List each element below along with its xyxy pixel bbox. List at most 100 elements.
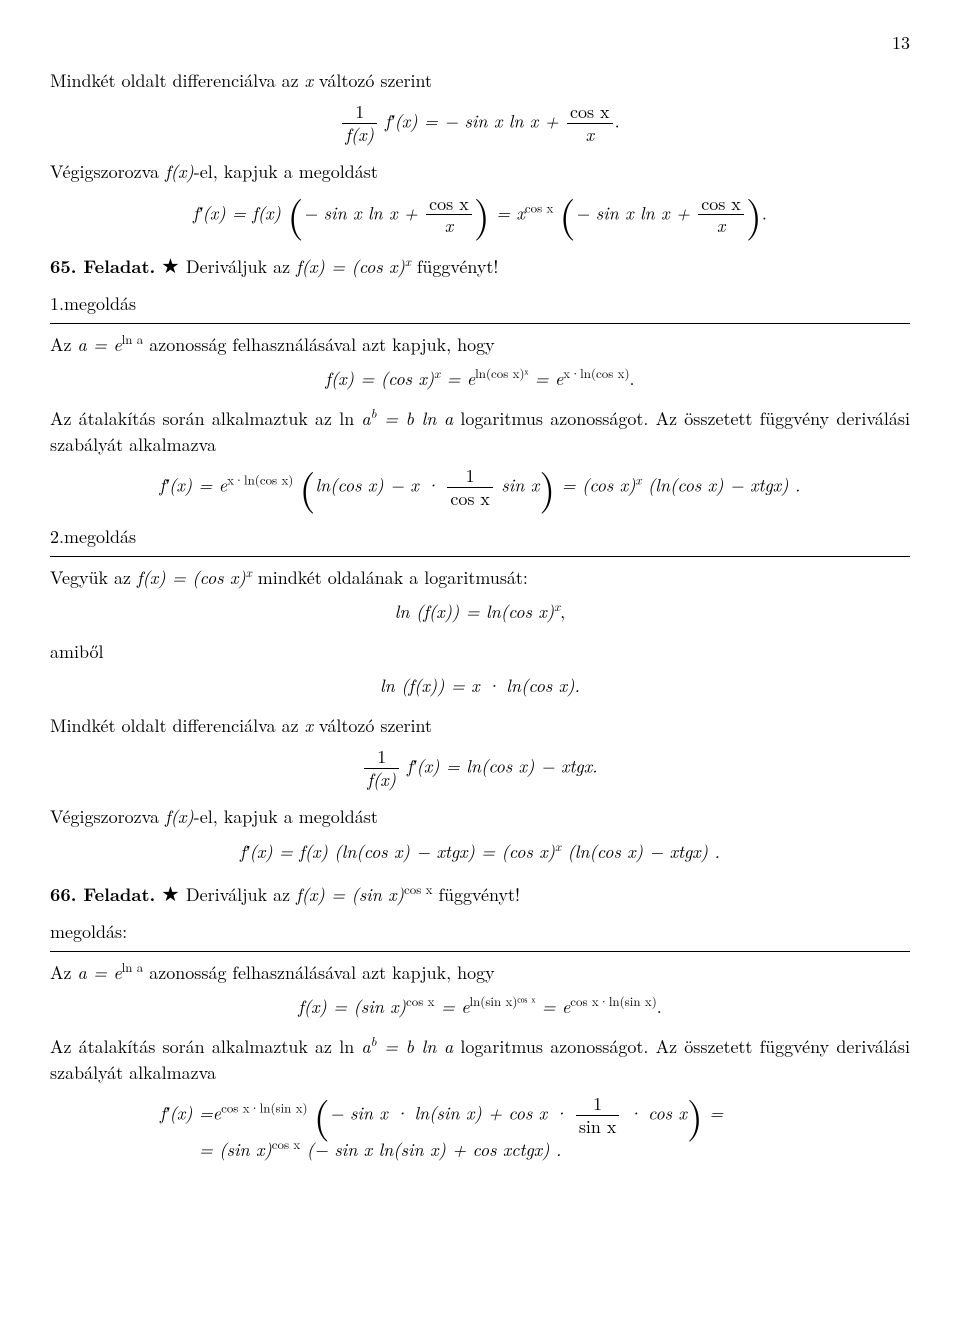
paragraph-3: Az a = eln a azonosság felhasználásával … bbox=[50, 332, 910, 358]
inner: − sin x ln x + bbox=[576, 200, 697, 225]
fx: f(x) = (sin x) bbox=[296, 882, 404, 907]
feladat-66: 66. Feladat. ★ Deriváljuk az f(x) = (sin… bbox=[50, 879, 910, 909]
solution-1-label: 1.megoldás bbox=[50, 291, 910, 317]
sup: cos x·ln(sin x) bbox=[570, 991, 657, 1010]
inner: − sin x · ln(sin x) + cos x · bbox=[330, 1101, 574, 1126]
mid: = b ln a bbox=[377, 1034, 454, 1059]
text: függvényt! bbox=[411, 254, 499, 279]
fx: f(x) bbox=[165, 159, 194, 184]
text: Az bbox=[50, 332, 78, 357]
text: függvényt! bbox=[432, 882, 520, 907]
equation-3: f(x) = (cos x)x = eln(cos x)ˣ = ex·ln(co… bbox=[50, 366, 910, 392]
sup: ln a bbox=[122, 957, 144, 976]
a: a bbox=[361, 1034, 370, 1059]
denominator: x bbox=[698, 215, 744, 237]
lhs: f′(x) = e bbox=[160, 473, 228, 498]
denominator: x bbox=[567, 124, 613, 146]
sup: cos x bbox=[404, 879, 432, 898]
feladat-65: 65. Feladat. ★ Deriváljuk az f(x) = (cos… bbox=[50, 251, 910, 281]
solution-label: megoldás: bbox=[50, 919, 910, 945]
a: f(x) = (cos x) bbox=[325, 366, 434, 391]
sup: cos x bbox=[406, 991, 434, 1010]
divider bbox=[50, 556, 910, 557]
end: (ln(cos x) − xtgx) . bbox=[641, 473, 800, 498]
text: mindkét oldalának a logaritmusát: bbox=[252, 565, 528, 590]
denominator: sin x bbox=[576, 1116, 620, 1138]
text: Az átalakítás során alkalmaztuk az ln bbox=[50, 406, 361, 431]
fx: f(x) = (cos x) bbox=[137, 565, 246, 590]
after: sin x bbox=[495, 473, 539, 498]
text: Mindkét oldalt differenciálva az bbox=[50, 713, 305, 738]
numerator: cos x bbox=[567, 102, 613, 124]
c: = e bbox=[528, 366, 563, 391]
numerator: 1 bbox=[364, 747, 399, 769]
numerator: 1 bbox=[576, 1094, 620, 1116]
dot: . bbox=[762, 200, 767, 225]
paragraph-2: Végigszorozva f(x)-el, kapjuk a megoldás… bbox=[50, 159, 910, 185]
text: Végigszorozva bbox=[50, 804, 165, 829]
sup: cos x bbox=[525, 197, 553, 216]
b: (ln(cos x) − xtgx) . bbox=[561, 839, 720, 864]
end: , bbox=[560, 599, 565, 624]
rhs: = (cos x) bbox=[555, 473, 635, 498]
denominator: cos x bbox=[447, 488, 493, 510]
equation-1: 1f(x) f′(x) = − sin x ln x + cos xx. bbox=[50, 102, 910, 145]
text: Deriváljuk az bbox=[180, 254, 296, 279]
text: Az átalakítás során alkalmaztuk az ln bbox=[50, 1034, 361, 1059]
line2b: (− sin x ln(sin x) + cos xctgx) . bbox=[300, 1137, 561, 1162]
paragraph-4: Az átalakítás során alkalmaztuk az ln ab… bbox=[50, 406, 910, 458]
fx: f(x) = (cos x) bbox=[296, 254, 405, 279]
divider bbox=[50, 951, 910, 952]
denominator: f(x) bbox=[342, 124, 377, 146]
inner: − sin x ln x + bbox=[303, 200, 424, 225]
dot: . bbox=[657, 994, 662, 1019]
numerator: cos x bbox=[698, 194, 744, 216]
expression: f′(x) = − sin x ln x + bbox=[385, 109, 565, 134]
sup: ln a bbox=[122, 329, 144, 348]
dot: . bbox=[630, 366, 635, 391]
fx: f(x) bbox=[165, 804, 194, 829]
sup: cos x·ln(sin x) bbox=[221, 1098, 308, 1117]
text: Vegyük az bbox=[50, 565, 137, 590]
equation-10: f′(x) =ecos x·ln(sin x) (− sin x · ln(si… bbox=[50, 1094, 910, 1163]
eq: = bbox=[703, 1101, 723, 1126]
b: = e bbox=[435, 994, 470, 1019]
a: a bbox=[361, 406, 370, 431]
a: f(x) = (sin x) bbox=[298, 994, 406, 1019]
equation-4: f′(x) = ex·ln(cos x) (ln(cos x) − x · 1c… bbox=[50, 466, 910, 509]
line2a: = (sin x) bbox=[160, 1137, 272, 1162]
sup: x·ln(cos x) bbox=[563, 363, 629, 382]
text: azonosság felhasználásával azt kapjuk, h… bbox=[143, 332, 494, 357]
equation-7: 1f(x) f′(x) = ln(cos x) − xtgx. bbox=[50, 747, 910, 790]
expr: a = e bbox=[78, 332, 122, 357]
numerator: cos x bbox=[426, 194, 472, 216]
numerator: 1 bbox=[447, 466, 493, 488]
dot: . bbox=[615, 109, 620, 134]
eq: = x bbox=[490, 200, 525, 225]
page-number: 13 bbox=[50, 30, 910, 56]
text: Mindkét oldalt differenciálva az bbox=[50, 68, 305, 93]
divider bbox=[50, 323, 910, 324]
label: 66. Feladat. bbox=[50, 882, 155, 907]
denominator: x bbox=[426, 215, 472, 237]
end: · cos x bbox=[621, 1101, 686, 1126]
paragraph-5: Vegyük az f(x) = (cos x)x mindkét oldalá… bbox=[50, 565, 910, 591]
variable: x bbox=[305, 68, 313, 93]
paragraph-10: Az átalakítás során alkalmaztuk az ln ab… bbox=[50, 1034, 910, 1086]
equation-2: f′(x) = f(x) (− sin x ln x + cos xx) = x… bbox=[50, 194, 910, 237]
equation-5: ln (f(x)) = ln(cos x)x, bbox=[50, 599, 910, 625]
equation-9: f(x) = (sin x)cos x = eln(sin x)ᶜᵒˢ ˣ = … bbox=[50, 994, 910, 1020]
text: változó szerint bbox=[313, 713, 432, 738]
denominator: f(x) bbox=[364, 769, 399, 791]
c: = e bbox=[535, 994, 570, 1019]
rest: f′(x) = ln(cos x) − xtgx. bbox=[407, 754, 598, 779]
sup: x·ln(cos x) bbox=[227, 470, 293, 489]
text: Az bbox=[50, 960, 78, 985]
paragraph-6: amiből bbox=[50, 639, 910, 665]
var: x bbox=[305, 713, 313, 738]
paragraph-9: Az a = eln a azonosság felhasználásával … bbox=[50, 960, 910, 986]
inner: ln(cos x) − x · bbox=[315, 473, 445, 498]
mid: = b ln a bbox=[377, 406, 454, 431]
paragraph-7: Mindkét oldalt differenciálva az x válto… bbox=[50, 713, 910, 739]
sup: cos x bbox=[272, 1134, 300, 1153]
